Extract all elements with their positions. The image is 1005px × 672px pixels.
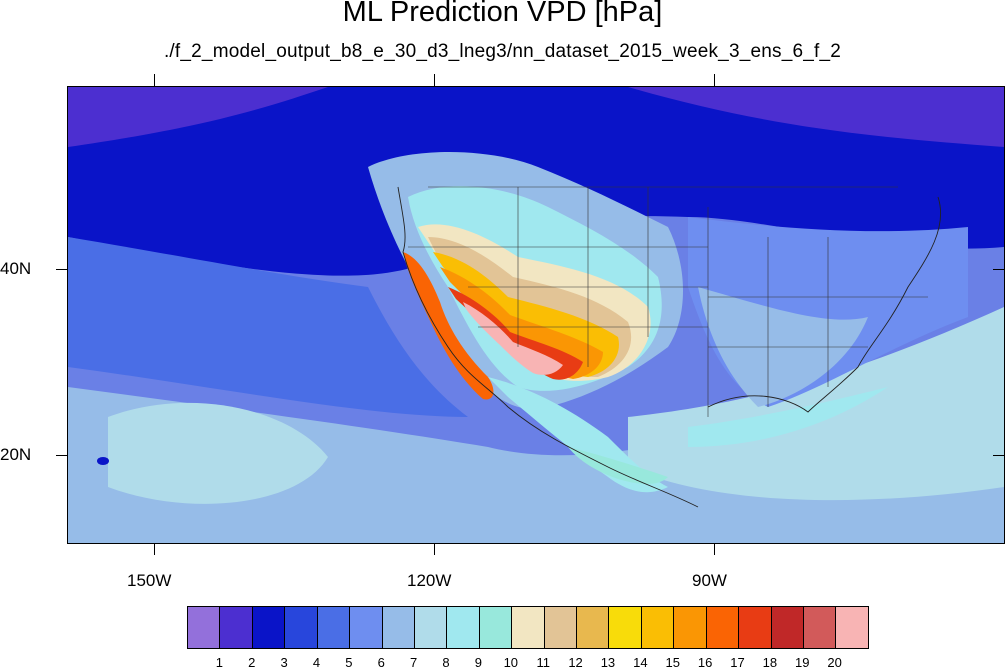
colorbar-label: 13 — [600, 655, 616, 670]
colorbar-swatch — [771, 607, 805, 648]
colorbar-swatch — [479, 607, 513, 648]
colorbar-swatch — [317, 607, 351, 648]
colorbar-swatch — [609, 607, 642, 648]
lat-label-20n: 20N — [0, 445, 32, 464]
colorbar-label: 9 — [474, 655, 483, 670]
colorbar-swatch — [188, 607, 221, 648]
tick-90w-bottom — [714, 543, 715, 555]
colorbar-label: 6 — [377, 655, 385, 670]
colorbar-label: 11 — [536, 655, 550, 670]
colorbar-swatch — [350, 607, 383, 648]
colorbar-swatch — [641, 607, 675, 648]
colorbar-label: 10 — [503, 655, 519, 670]
colorbar-label: 19 — [795, 655, 810, 670]
colorbar-label: 3 — [280, 655, 288, 670]
tick-90w-top — [714, 74, 715, 86]
lon-label-150w: 150W — [127, 571, 172, 590]
colorbar-swatch — [285, 607, 318, 648]
colorbar-swatch — [804, 607, 837, 648]
colorbar-swatch — [382, 607, 415, 648]
lat-label-40n: 40N — [0, 259, 32, 278]
colorbar-label: 5 — [345, 655, 353, 670]
tick-120w-top — [434, 74, 435, 86]
colorbar-swatch — [414, 607, 448, 648]
tick-40n-left — [56, 269, 67, 270]
colorbar-swatch — [577, 607, 610, 648]
colorbar-label: 1 — [215, 655, 223, 670]
colorbar-label: 15 — [665, 655, 680, 670]
colorbar-swatch — [674, 607, 707, 648]
colorbar-swatch — [512, 607, 545, 648]
colorbar-label: 8 — [442, 655, 450, 670]
colorbar-swatch — [447, 607, 480, 648]
lon-label-90w: 90W — [692, 571, 727, 590]
tick-20n-left — [56, 455, 67, 456]
colorbar-label: 18 — [762, 655, 778, 670]
colorbar-swatch — [220, 607, 253, 648]
tick-120w-bottom — [434, 543, 435, 555]
colorbar-label: 4 — [312, 655, 321, 670]
vpd-field — [68, 87, 1004, 543]
colorbar-label: 2 — [248, 655, 256, 670]
colorbar-label: 7 — [410, 655, 418, 670]
colorbar-swatch — [739, 607, 772, 648]
colorbar — [187, 606, 869, 649]
colorbar-swatch — [706, 607, 740, 648]
colorbar-label: 17 — [730, 655, 745, 670]
tick-150w-bottom — [154, 543, 155, 555]
colorbar-swatch — [544, 607, 578, 648]
map-title: ML Prediction VPD [hPa] — [342, 0, 663, 28]
lon-label-120w: 120W — [407, 571, 452, 590]
colorbar-label: 20 — [827, 655, 842, 670]
colorbar-swatch — [836, 607, 868, 648]
colorbar-label: 16 — [697, 655, 713, 670]
tick-20n-right — [993, 455, 1004, 456]
colorbar-label: 12 — [568, 655, 583, 670]
map-subtitle: ./f_2_model_output_b8_e_30_d3_lneg3/nn_d… — [163, 41, 842, 62]
vpd-map — [67, 86, 1005, 544]
colorbar-label: 14 — [633, 655, 648, 670]
tick-40n-right — [993, 269, 1004, 270]
tick-150w-top — [154, 74, 155, 86]
colorbar-swatch — [252, 607, 286, 648]
